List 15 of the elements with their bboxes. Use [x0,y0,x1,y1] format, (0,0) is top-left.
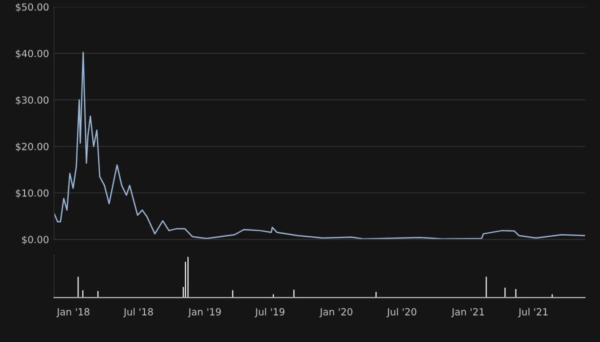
x-tick-label: Jul '19 [254,308,284,318]
x-tick-label: Jan '19 [188,308,221,318]
y-tick-label: $20.00 [16,142,48,152]
y-tick-label: $40.00 [16,50,48,58]
x-tick-label: Jan '21 [451,308,484,318]
x-tick-label: Jan '20 [319,308,352,318]
y-tick-label: $0.00 [22,236,48,245]
x-tick-label: Jul '21 [518,308,548,318]
y-tick-label: $30.00 [16,96,48,105]
y-tick-label: $10.00 [16,189,48,198]
x-tick-label: Jul '18 [123,308,153,318]
y-tick-label: $50.00 [16,3,48,12]
x-tick-label: Jul '20 [386,308,416,318]
line-series [54,52,585,240]
x-tick-label: Jan '18 [56,308,90,318]
